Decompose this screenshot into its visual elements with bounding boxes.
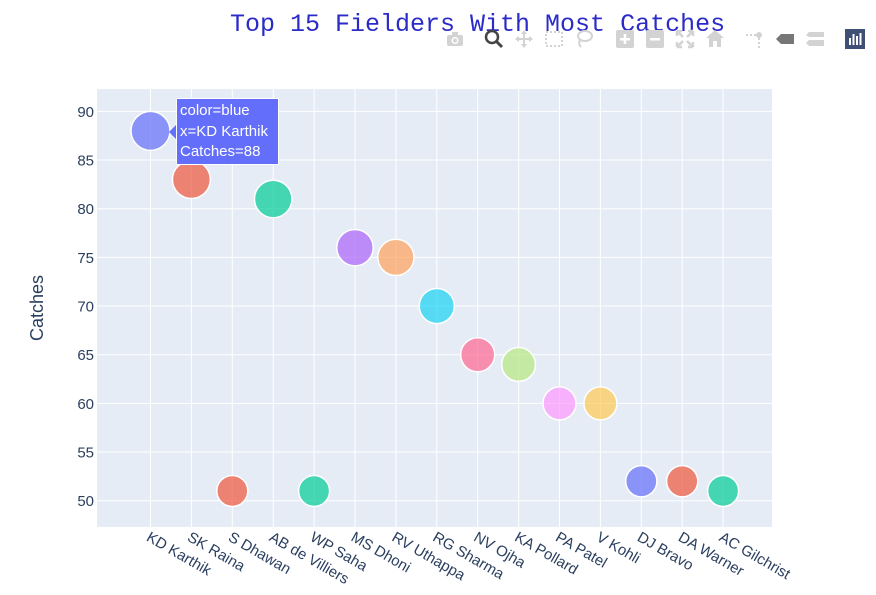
data-point[interactable] — [297, 474, 331, 508]
data-point[interactable] — [583, 386, 618, 421]
y-tick-label: 85 — [77, 153, 94, 170]
reset-axes-icon[interactable] — [702, 26, 728, 52]
autoscale-icon[interactable] — [672, 26, 698, 52]
hover-closest-icon[interactable] — [772, 26, 798, 52]
zoom-out-icon[interactable] — [642, 26, 668, 52]
data-point[interactable] — [216, 474, 249, 508]
y-tick-label: 55 — [77, 445, 94, 462]
y-tick-labels: 50 55 60 65 70 75 80 85 90 — [77, 104, 94, 510]
chart-title: Top 15 Fielders With Most Catches — [230, 10, 726, 39]
tooltip-arrow — [169, 124, 177, 140]
y-tick-label: 90 — [77, 104, 94, 121]
lasso-select-icon[interactable] — [571, 26, 597, 52]
y-tick-label: 65 — [77, 347, 94, 364]
y-tick-label: 75 — [77, 250, 94, 267]
data-point[interactable] — [624, 464, 658, 498]
data-point[interactable] — [336, 228, 374, 267]
spike-lines-icon[interactable] — [742, 26, 768, 52]
data-point[interactable] — [130, 110, 171, 152]
tooltip-color-line: color=blue — [180, 102, 250, 119]
box-select-icon[interactable] — [541, 26, 567, 52]
y-tick-label: 80 — [77, 201, 94, 218]
camera-icon[interactable] — [442, 26, 468, 52]
y-tick-label: 50 — [77, 493, 94, 510]
zoom-in-icon[interactable] — [612, 26, 638, 52]
data-point[interactable] — [253, 179, 293, 219]
data-point[interactable] — [706, 474, 740, 508]
tooltip-catches-line: Catches=88 — [180, 143, 261, 160]
data-point[interactable] — [377, 238, 415, 277]
data-point[interactable] — [665, 464, 699, 498]
y-tick-label: 70 — [77, 299, 94, 316]
tooltip-x-line: x=KD Karthik — [180, 122, 268, 140]
data-point[interactable] — [171, 159, 212, 200]
plotly-logo-icon[interactable] — [842, 26, 868, 52]
data-point[interactable] — [500, 346, 537, 383]
y-axis-label: Catches — [27, 275, 47, 341]
pan-icon[interactable] — [511, 26, 537, 52]
y-tick-label: 60 — [77, 396, 94, 413]
data-point[interactable] — [542, 386, 577, 421]
data-points — [130, 110, 740, 508]
hover-compare-icon[interactable] — [802, 26, 828, 52]
zoom-icon[interactable] — [481, 26, 507, 52]
data-point[interactable] — [418, 287, 456, 325]
data-point[interactable] — [459, 336, 496, 373]
hover-tooltip: color=blue x=KD Karthik Catches=88 — [176, 98, 279, 165]
